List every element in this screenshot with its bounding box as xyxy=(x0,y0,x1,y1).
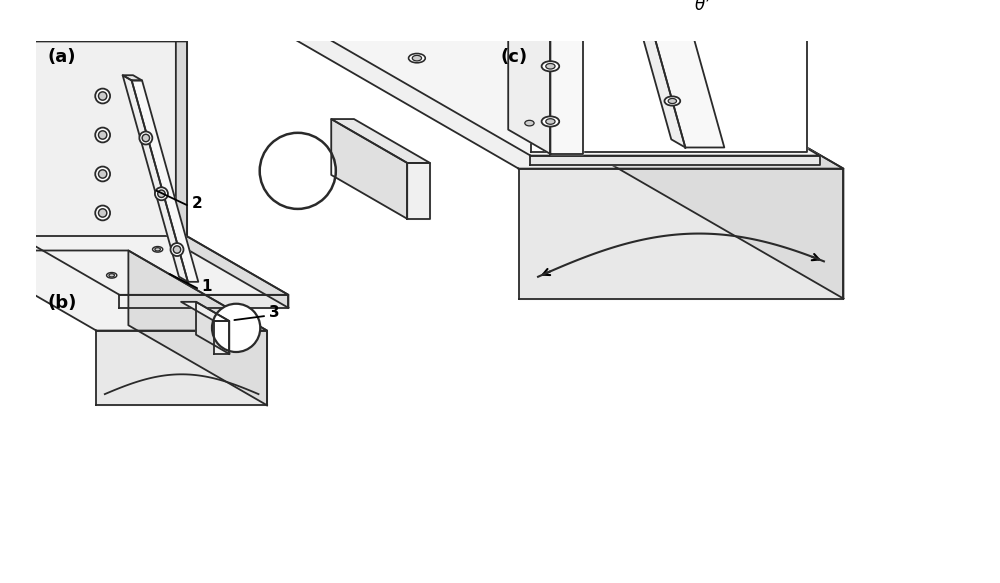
Text: θ’: θ’ xyxy=(695,0,710,14)
Polygon shape xyxy=(550,0,583,154)
Ellipse shape xyxy=(98,92,107,100)
Polygon shape xyxy=(590,22,843,298)
Ellipse shape xyxy=(173,246,181,253)
Polygon shape xyxy=(331,119,407,219)
Ellipse shape xyxy=(98,170,107,178)
Ellipse shape xyxy=(155,248,160,251)
Polygon shape xyxy=(7,35,187,41)
Ellipse shape xyxy=(525,120,534,126)
Text: 3: 3 xyxy=(269,305,279,319)
Ellipse shape xyxy=(412,55,422,61)
Polygon shape xyxy=(18,41,187,236)
Ellipse shape xyxy=(546,119,555,124)
Text: (a): (a) xyxy=(47,48,76,66)
Polygon shape xyxy=(96,331,267,405)
Ellipse shape xyxy=(139,132,152,145)
Polygon shape xyxy=(196,302,229,354)
Ellipse shape xyxy=(645,27,661,36)
Ellipse shape xyxy=(649,29,657,34)
Polygon shape xyxy=(123,75,188,282)
Ellipse shape xyxy=(664,96,680,106)
Ellipse shape xyxy=(158,190,165,198)
Text: 2: 2 xyxy=(191,196,202,211)
Ellipse shape xyxy=(98,209,107,217)
Polygon shape xyxy=(0,251,267,331)
Ellipse shape xyxy=(542,6,559,16)
Polygon shape xyxy=(615,0,724,147)
Polygon shape xyxy=(601,0,685,147)
Polygon shape xyxy=(407,163,430,219)
Ellipse shape xyxy=(95,128,110,142)
Ellipse shape xyxy=(546,8,555,14)
Polygon shape xyxy=(176,230,288,308)
Ellipse shape xyxy=(95,206,110,220)
Polygon shape xyxy=(128,251,267,405)
Ellipse shape xyxy=(668,99,677,104)
Ellipse shape xyxy=(109,273,114,277)
Polygon shape xyxy=(519,168,843,298)
Ellipse shape xyxy=(153,247,163,252)
Ellipse shape xyxy=(542,61,559,71)
Ellipse shape xyxy=(98,131,107,139)
Polygon shape xyxy=(181,302,229,321)
Text: (c): (c) xyxy=(500,48,527,66)
Ellipse shape xyxy=(409,54,425,63)
Text: (b): (b) xyxy=(47,294,76,312)
Polygon shape xyxy=(123,75,142,80)
Ellipse shape xyxy=(107,272,117,278)
Polygon shape xyxy=(531,0,807,152)
Ellipse shape xyxy=(521,118,538,128)
Polygon shape xyxy=(265,22,843,168)
Polygon shape xyxy=(214,321,229,354)
Polygon shape xyxy=(132,80,198,282)
Ellipse shape xyxy=(212,304,260,352)
Polygon shape xyxy=(300,22,820,156)
Ellipse shape xyxy=(95,167,110,181)
Polygon shape xyxy=(7,230,288,295)
Polygon shape xyxy=(530,156,820,166)
Ellipse shape xyxy=(260,133,336,209)
Polygon shape xyxy=(508,0,550,154)
Text: 1: 1 xyxy=(201,279,212,294)
Ellipse shape xyxy=(171,243,184,256)
Ellipse shape xyxy=(95,89,110,103)
Ellipse shape xyxy=(142,134,150,142)
Polygon shape xyxy=(119,295,288,308)
Polygon shape xyxy=(176,35,187,236)
Polygon shape xyxy=(331,119,430,163)
Ellipse shape xyxy=(155,187,168,201)
Ellipse shape xyxy=(546,64,555,69)
Ellipse shape xyxy=(542,117,559,127)
